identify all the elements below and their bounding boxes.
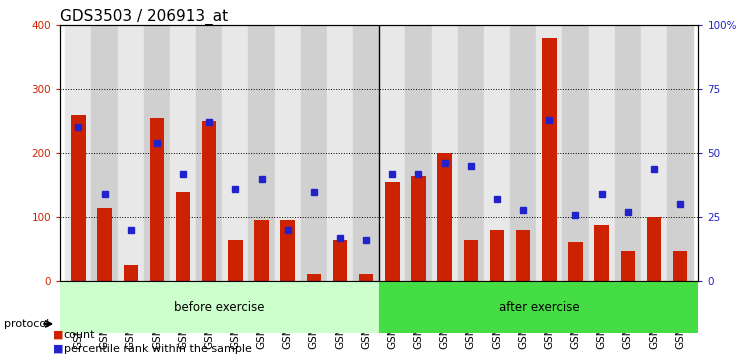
Bar — [438, 153, 452, 281]
Bar — [569, 242, 583, 281]
Bar — [542, 38, 556, 281]
Bar — [510, 25, 536, 281]
Bar — [589, 25, 615, 281]
Bar — [306, 274, 321, 281]
Bar — [300, 25, 327, 281]
Bar — [71, 115, 86, 281]
Bar — [196, 25, 222, 281]
Bar — [280, 221, 295, 281]
Bar — [412, 176, 426, 281]
Bar — [143, 25, 170, 281]
Bar — [673, 251, 687, 281]
Bar — [123, 266, 138, 281]
Bar — [562, 25, 589, 281]
Bar — [379, 281, 698, 333]
Bar — [359, 274, 373, 281]
Text: before exercise: before exercise — [174, 301, 265, 314]
Bar — [458, 25, 484, 281]
Bar — [385, 182, 400, 281]
Bar — [275, 25, 300, 281]
Bar — [222, 25, 249, 281]
Bar — [406, 25, 432, 281]
Bar — [60, 281, 379, 333]
Bar — [641, 25, 667, 281]
Bar — [595, 225, 609, 281]
Text: after exercise: after exercise — [499, 301, 579, 314]
Bar — [118, 25, 143, 281]
Text: ■: ■ — [53, 330, 63, 339]
Bar — [463, 240, 478, 281]
Bar — [228, 240, 243, 281]
Bar — [249, 25, 275, 281]
Bar — [92, 25, 118, 281]
Bar — [333, 240, 347, 281]
Text: ■: ■ — [53, 344, 63, 354]
Bar — [202, 121, 216, 281]
Bar — [379, 25, 406, 281]
Text: percentile rank within the sample: percentile rank within the sample — [64, 344, 252, 354]
Text: count: count — [64, 330, 95, 339]
Bar — [327, 25, 353, 281]
Bar — [516, 230, 530, 281]
Bar — [255, 221, 269, 281]
Bar — [432, 25, 458, 281]
Bar — [149, 118, 164, 281]
Bar — [615, 25, 641, 281]
Bar — [98, 208, 112, 281]
Bar — [176, 192, 190, 281]
Bar — [536, 25, 562, 281]
Bar — [647, 217, 661, 281]
Text: protocol: protocol — [4, 319, 49, 329]
Bar — [490, 230, 504, 281]
Bar — [65, 25, 92, 281]
Bar — [170, 25, 196, 281]
Text: GDS3503 / 206913_at: GDS3503 / 206913_at — [60, 8, 228, 25]
Bar — [620, 251, 635, 281]
Bar — [667, 25, 693, 281]
Bar — [484, 25, 510, 281]
Bar — [353, 25, 379, 281]
